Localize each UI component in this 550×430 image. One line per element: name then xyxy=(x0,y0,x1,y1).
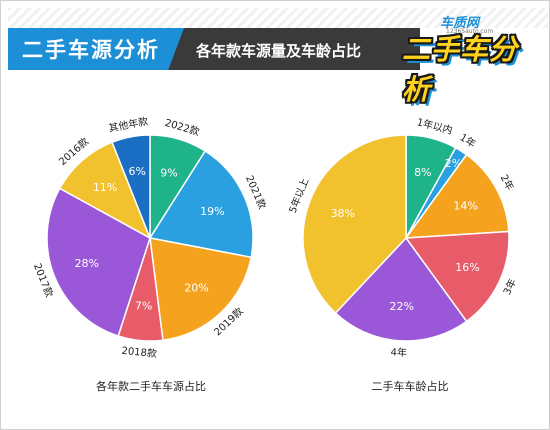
pie-left-caption: 各年款二手车车源占比 xyxy=(96,380,206,393)
pie-slice xyxy=(334,236,468,342)
slice-value-label: 6% xyxy=(129,165,146,178)
pie-right-caption: 二手车车龄占比 xyxy=(371,380,449,393)
brand-logo: 车质网 12365auto.com 二手车分析 xyxy=(396,6,542,106)
slice-category-label: 2年 xyxy=(498,172,517,193)
slice-category-label: 1年 xyxy=(457,131,478,151)
slice-category-label: 1年以内 xyxy=(415,115,453,137)
pie-chart-model-year: 9%2022款19%2021款20%2019款7%2018款28%2017款11… xyxy=(31,114,269,360)
slice-category-label: 2022款 xyxy=(163,116,201,138)
pie-slice xyxy=(111,134,151,239)
logo-brand-text: 车质网 xyxy=(440,16,480,31)
pie-slice xyxy=(58,141,152,240)
slice-value-label: 19% xyxy=(200,205,224,218)
pie-slice xyxy=(149,237,253,342)
title-box xyxy=(8,28,184,70)
header-banner: 二手车源分析 各年款车源量及车龄占比 车质网 12365auto.com 二手车… xyxy=(0,0,550,106)
slice-value-label: 14% xyxy=(453,199,477,212)
slice-value-label: 7% xyxy=(135,300,152,313)
slice-category-label: 其他年款 xyxy=(107,114,149,134)
pie-slice xyxy=(148,149,254,259)
page-title: 二手车源分析 xyxy=(22,38,160,62)
logo-main-text: 二手车分析 xyxy=(402,33,519,106)
slice-category-label: 4年 xyxy=(390,345,407,359)
slice-category-label: 2018款 xyxy=(121,344,158,360)
pie-slice xyxy=(404,153,510,239)
pie-slice xyxy=(404,230,510,323)
pie-slice xyxy=(302,134,407,315)
slice-value-label: 22% xyxy=(390,300,414,313)
slice-category-label: 3年 xyxy=(500,277,519,297)
pie-slice xyxy=(46,187,151,337)
slice-value-label: 9% xyxy=(160,167,177,180)
logo-url: 12365auto.com xyxy=(446,28,494,35)
slice-value-label: 38% xyxy=(331,207,355,220)
page-subtitle: 各年款车源量及车龄占比 xyxy=(196,42,362,60)
slice-value-label: 16% xyxy=(455,261,479,274)
slice-value-label: 28% xyxy=(75,257,99,270)
slice-value-label: 8% xyxy=(414,166,431,179)
header-stripes xyxy=(8,8,548,28)
slice-value-label: 20% xyxy=(184,282,208,295)
slice-value-label: 11% xyxy=(93,181,117,194)
